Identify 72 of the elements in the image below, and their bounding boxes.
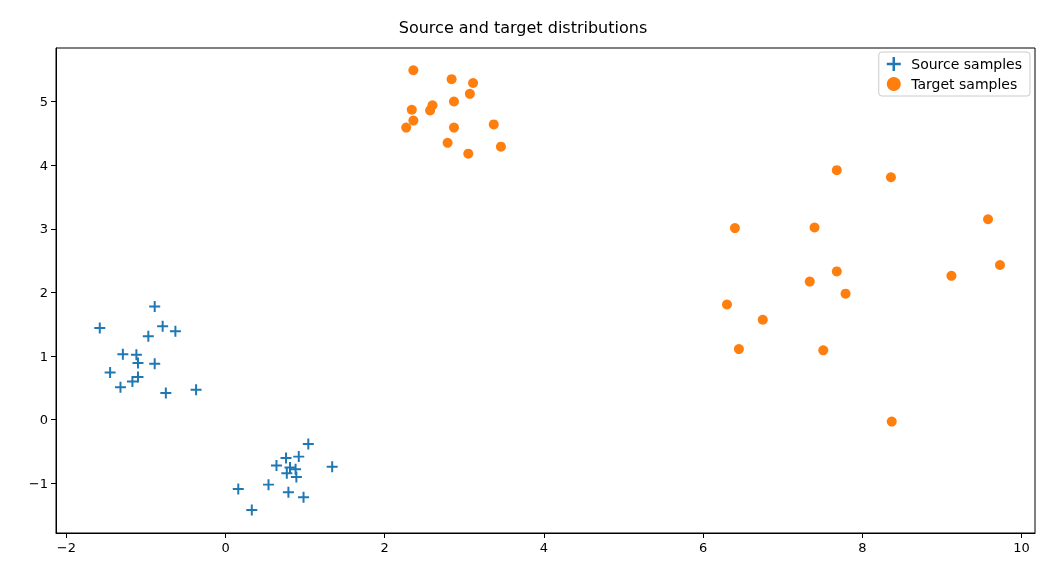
point	[425, 105, 436, 116]
point	[282, 486, 294, 498]
point	[280, 452, 292, 464]
legend-label: Source samples	[911, 56, 1023, 72]
point	[448, 96, 459, 107]
x-tick-label: 10	[1013, 540, 1030, 555]
point	[804, 276, 815, 287]
point	[246, 504, 258, 516]
point	[104, 367, 116, 379]
point	[946, 270, 957, 281]
point	[464, 88, 475, 99]
point	[885, 172, 896, 183]
point	[468, 78, 479, 88]
y-tick-label: 3	[39, 221, 48, 237]
y-tick-label: 4	[39, 157, 48, 173]
y-tick-label: 5	[39, 93, 48, 109]
point	[406, 104, 417, 115]
point	[408, 115, 419, 126]
point	[117, 348, 129, 360]
x-tick-label: −2	[56, 540, 76, 555]
point	[302, 438, 314, 450]
point	[818, 345, 829, 356]
point	[809, 222, 820, 233]
point	[721, 299, 732, 310]
point	[488, 119, 499, 130]
point	[114, 381, 126, 393]
point	[290, 471, 302, 483]
point	[729, 223, 740, 234]
point	[757, 314, 768, 325]
point	[130, 349, 142, 361]
chart-title: Source and target distributions	[398, 17, 648, 37]
point	[326, 461, 338, 473]
point	[983, 214, 994, 225]
y-tick-label: −1	[28, 475, 48, 491]
point	[142, 330, 154, 342]
point	[298, 491, 310, 503]
point	[448, 122, 459, 133]
point	[157, 320, 169, 332]
point	[232, 483, 244, 495]
point	[190, 384, 202, 396]
point	[94, 322, 106, 334]
point	[733, 344, 744, 355]
x-tick-label: 6	[698, 540, 708, 555]
point	[408, 65, 419, 76]
point	[840, 288, 851, 299]
point	[169, 325, 181, 337]
point	[149, 358, 161, 370]
point	[126, 376, 138, 388]
x-tick-label: 4	[539, 540, 549, 555]
y-tick-label: 2	[39, 284, 48, 300]
y-tick-label: 0	[39, 412, 48, 428]
point	[281, 467, 293, 479]
x-tick-label: 2	[380, 540, 389, 555]
point	[831, 165, 842, 176]
point	[994, 260, 1005, 271]
point	[401, 122, 412, 133]
y-tick-label: 1	[39, 348, 48, 364]
point	[463, 148, 474, 159]
point	[270, 460, 282, 472]
point	[831, 266, 842, 277]
x-tick-label: 0	[221, 540, 230, 555]
legend-label: Target samples	[910, 76, 1018, 92]
point	[293, 451, 305, 463]
point	[886, 416, 897, 427]
point	[446, 74, 457, 85]
point	[149, 300, 161, 312]
x-tick-label: 8	[858, 540, 867, 555]
point	[442, 137, 453, 148]
point	[263, 479, 275, 491]
point	[132, 357, 144, 369]
point	[160, 387, 172, 399]
point	[495, 141, 506, 152]
